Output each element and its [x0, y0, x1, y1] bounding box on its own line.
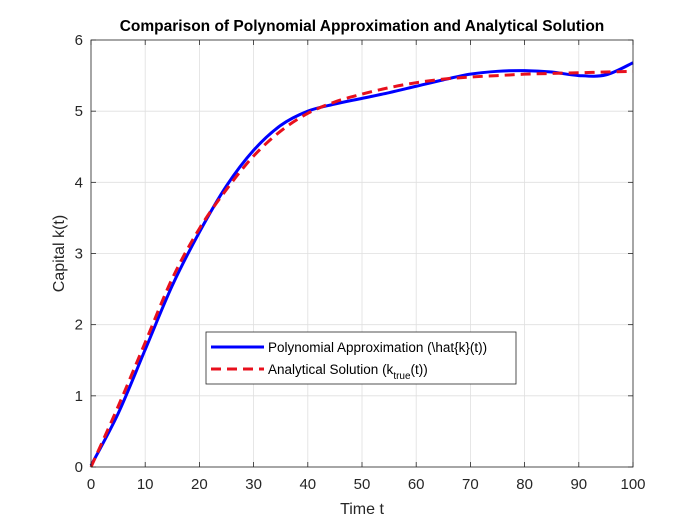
- x-tick-label: 70: [462, 476, 479, 493]
- y-tick-label: 0: [75, 459, 83, 476]
- y-tick-label: 6: [75, 32, 83, 49]
- legend-label-analytical-end: (t)): [411, 362, 428, 377]
- series-lines: [89, 61, 634, 468]
- chart-title: Comparison of Polynomial Approximation a…: [120, 18, 605, 35]
- x-tick-label: 100: [620, 476, 645, 493]
- legend-label-analytical-subscript: true: [393, 371, 411, 382]
- x-tick-label: 30: [245, 476, 262, 493]
- legend-label-polynomial: Polynomial Approximation (\hat{k}(t)): [268, 340, 487, 355]
- x-axis-label: Time t: [340, 501, 384, 518]
- legend-box: [205, 331, 517, 385]
- y-tick-label: 5: [75, 103, 83, 120]
- series-line-polynomial: [89, 61, 634, 467]
- y-tick-label: 2: [75, 317, 83, 334]
- x-tick-label: 50: [354, 476, 371, 493]
- x-tick-label: 20: [191, 476, 208, 493]
- x-tick-label: 80: [516, 476, 533, 493]
- y-tick-label: 4: [75, 174, 83, 191]
- series-line-analytical: [89, 69, 634, 468]
- x-tick-label: 90: [570, 476, 587, 493]
- y-axis-label: Capital k(t): [51, 215, 68, 292]
- y-tick-label: 3: [75, 246, 83, 263]
- y-tick-label: 1: [75, 388, 83, 405]
- x-tick-label: 10: [137, 476, 154, 493]
- x-tick-label: 0: [87, 476, 95, 493]
- legend-label-analytical-main: Analytical Solution (k: [268, 362, 394, 377]
- x-tick-label: 60: [408, 476, 425, 493]
- x-tick-label: 40: [299, 476, 316, 493]
- legend: Polynomial Approximation (\hat{k}(t)) An…: [205, 331, 517, 385]
- axis-ticks: 0 10 20 30 40 50 60 70 80 90 100 0 1 2 3 4 5 6: [75, 32, 646, 493]
- legend-label-analytical: Analytical Solution (ktrue(t)): [268, 362, 428, 382]
